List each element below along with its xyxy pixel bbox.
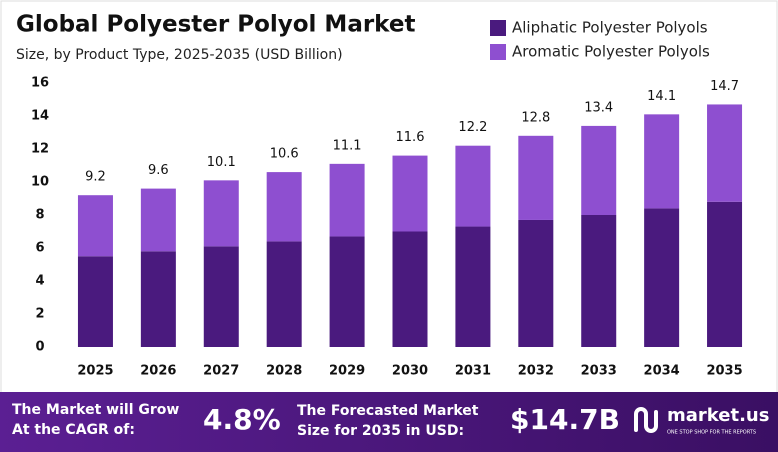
bar-segment: [140, 188, 176, 252]
bar-segment: [266, 172, 302, 242]
y-tick-label: 16: [31, 76, 49, 91]
legend-swatch: [490, 44, 506, 60]
bar-segment: [266, 241, 302, 347]
bar-segment: [518, 135, 554, 220]
x-tick-label: 2035: [706, 364, 742, 379]
footer-band: [0, 392, 778, 452]
chart-title: Global Polyester Polyol Market: [16, 12, 415, 38]
total-label: 14.7: [710, 79, 739, 94]
bar-segment: [644, 114, 680, 209]
bar-segment: [707, 201, 743, 347]
bar-segment: [518, 219, 554, 347]
y-tick-label: 0: [35, 340, 44, 355]
bar-segment: [581, 215, 617, 347]
y-tick-label: 2: [35, 307, 44, 322]
brand-name: market.us: [667, 405, 769, 426]
bar-segment: [455, 145, 491, 227]
forecast-text: The Forecasted Market: [297, 403, 479, 419]
bar-segment: [392, 231, 428, 347]
bar-segment: [203, 246, 239, 347]
x-tick-label: 2025: [77, 364, 113, 379]
x-tick-label: 2028: [266, 364, 302, 379]
y-tick-label: 6: [35, 241, 44, 256]
total-label: 9.2: [85, 170, 106, 185]
total-label: 9.6: [148, 163, 169, 178]
bar-segment: [392, 155, 428, 232]
bar-segment: [581, 125, 617, 215]
forecast-value: $14.7B: [510, 403, 620, 436]
bar-segment: [140, 251, 176, 347]
brand-tagline: ONE STOP SHOP FOR THE REPORTS: [667, 430, 756, 436]
y-tick-label: 4: [35, 274, 44, 289]
total-label: 10.1: [207, 155, 236, 170]
total-label: 10.6: [270, 147, 299, 162]
x-tick-label: 2032: [518, 364, 554, 379]
chart-subtitle: Size, by Product Type, 2025-2035 (USD Bi…: [16, 47, 343, 63]
x-tick-label: 2027: [203, 364, 239, 379]
y-tick-label: 10: [31, 175, 49, 190]
total-label: 14.1: [647, 89, 676, 104]
total-label: 11.6: [396, 130, 425, 145]
x-tick-label: 2029: [329, 364, 365, 379]
x-tick-label: 2031: [455, 364, 491, 379]
x-tick-label: 2030: [392, 364, 428, 379]
bar-segment: [455, 226, 491, 347]
legend-label: Aliphatic Polyester Polyols: [512, 19, 708, 37]
legend-label: Aromatic Polyester Polyols: [512, 43, 710, 61]
bar-segment: [77, 195, 113, 257]
total-label: 13.4: [584, 100, 613, 115]
cagr-value: 4.8%: [203, 403, 281, 436]
bar-segment: [707, 104, 743, 202]
legend-swatch: [490, 20, 506, 36]
total-label: 12.2: [458, 120, 487, 135]
total-label: 11.1: [333, 138, 362, 153]
x-tick-label: 2034: [644, 364, 680, 379]
y-tick-label: 12: [31, 142, 49, 157]
bar-segment: [644, 208, 680, 347]
bar-segment: [329, 163, 365, 237]
forecast-text: Size for 2035 in USD:: [297, 423, 464, 439]
brand-logo: [634, 407, 658, 433]
y-tick-label: 8: [35, 208, 44, 223]
bar-segment: [77, 256, 113, 347]
cagr-text: At the CAGR of:: [12, 422, 135, 438]
y-tick-label: 14: [31, 109, 49, 124]
bar-segment: [203, 180, 239, 247]
x-tick-label: 2033: [581, 364, 617, 379]
total-label: 12.8: [521, 110, 550, 125]
bar-segment: [329, 236, 365, 347]
cagr-text: The Market will Grow: [12, 402, 179, 418]
x-tick-label: 2026: [140, 364, 176, 379]
